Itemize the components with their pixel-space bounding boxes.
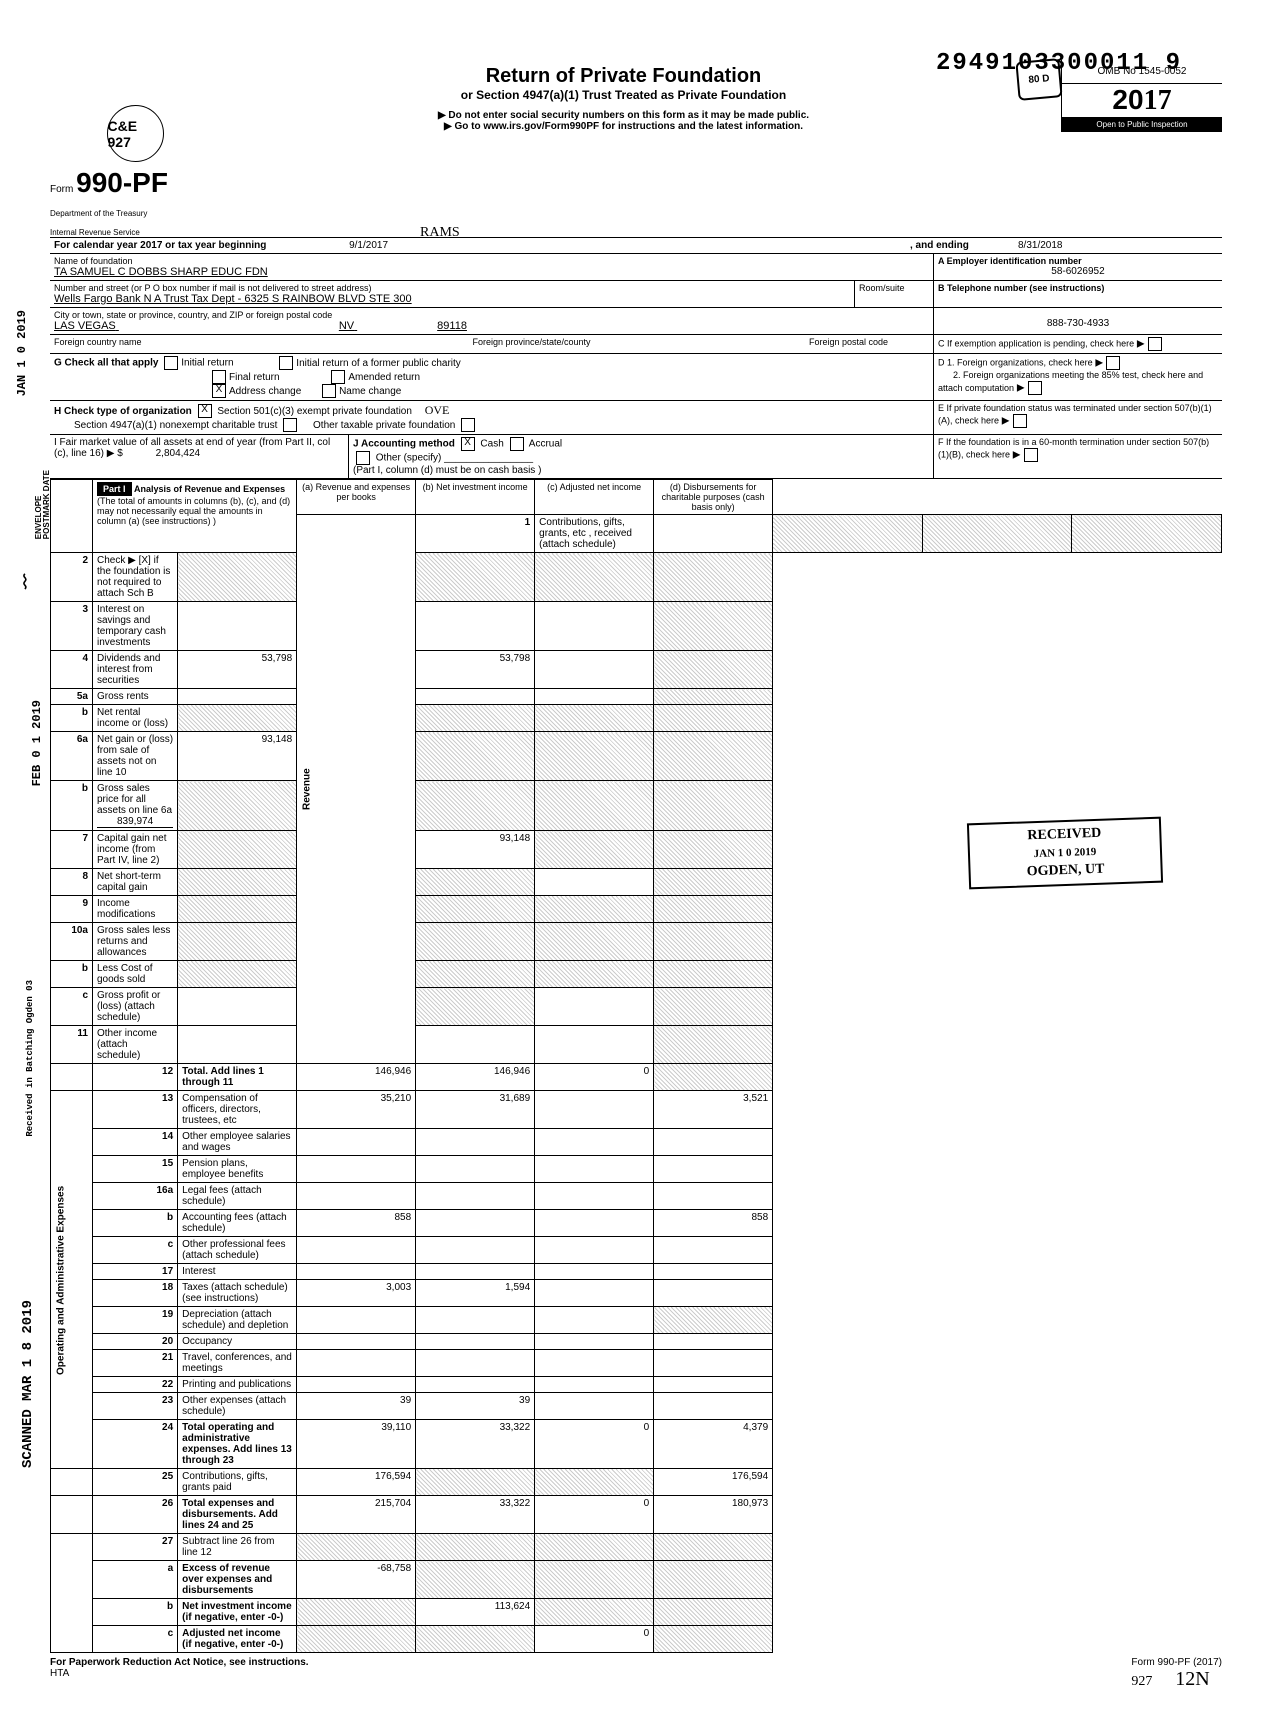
instruction-ssn: ▶ Do not enter social security numbers o… bbox=[250, 110, 997, 121]
calendar-prefix: For calendar year 2017 or tax year begin… bbox=[54, 240, 266, 251]
line-3: 3Interest on savings and temporary cash … bbox=[51, 602, 1222, 651]
stamp-received-batching: Received in Batching Ogden 03 bbox=[25, 980, 35, 1137]
form-prefix: Form bbox=[50, 184, 73, 195]
irs-label: Internal Revenue Service bbox=[50, 228, 220, 237]
line-16c: cOther professional fees (attach schedul… bbox=[51, 1237, 1222, 1264]
line-10c: cGross profit or (loss) (attach schedule… bbox=[51, 988, 1222, 1026]
stamp-ce-927: C&E 927 bbox=[107, 105, 164, 162]
line-4: 4Dividends and interest from securities5… bbox=[51, 651, 1222, 689]
line-20: 20Occupancy bbox=[51, 1334, 1222, 1350]
part-1-header: Part I bbox=[97, 482, 132, 496]
line-5a: 5aGross rents bbox=[51, 689, 1222, 705]
and-ending-label: , and ending bbox=[906, 238, 1014, 253]
handwritten-zigzag: ⌇ bbox=[20, 570, 30, 595]
line-27b: bNet investment income (if negative, ent… bbox=[51, 1599, 1222, 1626]
part-1-title: Analysis of Revenue and Expenses bbox=[134, 484, 285, 494]
form-number: 990-PF bbox=[76, 167, 168, 198]
section-c: C If exemption application is pending, c… bbox=[933, 335, 1222, 353]
room-label: Room/suite bbox=[859, 283, 929, 293]
line-15: 15Pension plans, employee benefits bbox=[51, 1156, 1222, 1183]
ein-label: A Employer identification number bbox=[938, 256, 1218, 266]
line-27: 27Subtract line 26 from line 12 bbox=[51, 1534, 1222, 1561]
foreign-country-label: Foreign country name bbox=[50, 335, 258, 353]
line-24: 24Total operating and administrative exp… bbox=[51, 1420, 1222, 1469]
phone-label: B Telephone number (see instructions) bbox=[938, 283, 1218, 293]
line-16a: 16aLegal fees (attach schedule) bbox=[51, 1183, 1222, 1210]
handwritten-rams: RAMS bbox=[420, 225, 460, 241]
section-e: E If private foundation status was termi… bbox=[933, 401, 1222, 434]
line-26: 26Total expenses and disbursements. Add … bbox=[51, 1496, 1222, 1534]
form-header: C&E 927 Form 990-PF Department of the Tr… bbox=[50, 60, 1222, 238]
calendar-year-row: For calendar year 2017 or tax year begin… bbox=[50, 238, 1222, 254]
line-23: 23Other expenses (attach schedule)3939 bbox=[51, 1393, 1222, 1420]
line-12: 12Total. Add lines 1 through 11146,94614… bbox=[51, 1064, 1222, 1091]
foreign-postal-label: Foreign postal code bbox=[805, 335, 933, 353]
line-27c: cAdjusted net income (if negative, enter… bbox=[51, 1626, 1222, 1653]
stamp-envelope: ENVELOPE POSTMARK DATE bbox=[35, 470, 51, 539]
line-10a: 10aGross sales less returns and allowanc… bbox=[51, 923, 1222, 961]
section-d: D 1. Foreign organizations, check here ▶… bbox=[933, 354, 1222, 400]
end-date: 8/31/2018 bbox=[1014, 238, 1222, 253]
col-a-header: (a) Revenue and expenses per books bbox=[297, 480, 416, 515]
line-14: 14Other employee salaries and wages bbox=[51, 1129, 1222, 1156]
line-27a: aExcess of revenue over expenses and dis… bbox=[51, 1561, 1222, 1599]
line-18: 18Taxes (attach schedule) (see instructi… bbox=[51, 1280, 1222, 1307]
line-16b: bAccounting fees (attach schedule)858858 bbox=[51, 1210, 1222, 1237]
stamp-jan: JAN 1 0 2019 bbox=[15, 310, 29, 396]
dept-treasury: Department of the Treasury bbox=[50, 209, 220, 218]
city-label: City or town, state or province, country… bbox=[54, 310, 929, 320]
section-f: F If the foundation is in a 60-month ter… bbox=[933, 435, 1222, 478]
phone-value: 888-730-4933 bbox=[933, 308, 1222, 334]
part-1-table: Part I Analysis of Revenue and Expenses … bbox=[50, 479, 1222, 1653]
line-6a: 6aNet gain or (loss) from sale of assets… bbox=[51, 732, 1222, 781]
form-footer-label: Form 990-PF (2017) 927 12N bbox=[1131, 1657, 1222, 1691]
line-17: 17Interest bbox=[51, 1264, 1222, 1280]
stamp-scanned: SCANNED MAR 1 8 2019 bbox=[20, 1300, 36, 1468]
form-title: Return of Private Foundation bbox=[250, 65, 997, 88]
address-label: Number and street (or P O box number if … bbox=[54, 283, 850, 293]
section-h: H Check type of organization X Section 5… bbox=[50, 401, 933, 434]
city-value: LAS VEGAS NV 89118 bbox=[54, 320, 929, 332]
col-d-header: (d) Disbursements for charitable purpose… bbox=[654, 480, 773, 515]
line-13: Operating and Administrative Expenses13C… bbox=[51, 1091, 1222, 1129]
col-b-header: (b) Net investment income bbox=[416, 480, 535, 515]
part-1-desc: (The total of amounts in columns (b), (c… bbox=[97, 496, 290, 526]
foundation-name: TA SAMUEL C DOBBS SHARP EDUC FDN bbox=[54, 266, 929, 278]
line-10b: bLess Cost of goods sold bbox=[51, 961, 1222, 988]
begin-date: 9/1/2017 bbox=[349, 240, 388, 251]
hta-label: HTA bbox=[50, 1668, 69, 1679]
open-inspection-label: Open to Public Inspection bbox=[1062, 117, 1222, 132]
line-5b: bNet rental income or (loss) bbox=[51, 705, 1222, 732]
line-19: 19Depreciation (attach schedule) and dep… bbox=[51, 1307, 1222, 1334]
section-g: G Check all that apply Initial return In… bbox=[50, 354, 933, 400]
line-11: 11Other income (attach schedule) bbox=[51, 1026, 1222, 1064]
line-9: 9Income modifications bbox=[51, 896, 1222, 923]
line-25: 25Contributions, gifts, grants paid176,5… bbox=[51, 1469, 1222, 1496]
foreign-province-label: Foreign province/state/county bbox=[258, 335, 805, 353]
received-stamp-box: RECEIVED JAN 1 0 2019 OGDEN, UT bbox=[967, 817, 1163, 890]
form-subtitle: or Section 4947(a)(1) Trust Treated as P… bbox=[250, 88, 997, 102]
instruction-url: ▶ Go to www.irs.gov/Form990PF for instru… bbox=[250, 121, 997, 132]
ein-value: 58-6026952 bbox=[938, 266, 1218, 277]
stamp-feb: FEB 0 1 2019 bbox=[30, 700, 44, 786]
name-label: Name of foundation bbox=[54, 256, 929, 266]
address-value: Wells Fargo Bank N A Trust Tax Dept - 63… bbox=[54, 293, 850, 305]
line-21: 21Travel, conferences, and meetings bbox=[51, 1350, 1222, 1377]
line-2: 2Check ▶ [X] if the foundation is not re… bbox=[51, 553, 1222, 602]
stamp-80d: 80 D bbox=[1015, 58, 1062, 101]
tax-year: 2017 bbox=[1062, 84, 1222, 117]
paperwork-notice: For Paperwork Reduction Act Notice, see … bbox=[50, 1657, 309, 1668]
section-i: I Fair market value of all assets at end… bbox=[50, 435, 348, 478]
section-j: J Accounting method X Cash Accrual Other… bbox=[348, 435, 933, 478]
line-22: 22Printing and publications bbox=[51, 1377, 1222, 1393]
col-c-header: (c) Adjusted net income bbox=[535, 480, 654, 515]
